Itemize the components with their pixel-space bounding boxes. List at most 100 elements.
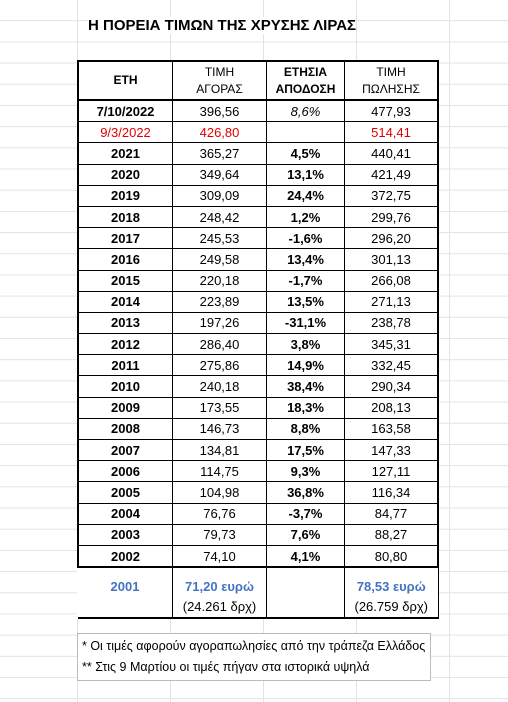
table-cell: 2018 [77,206,173,229]
table-cell: 2003 [77,524,173,546]
table-cell: 147,33 [344,439,439,462]
table-cell: 79,73 [172,524,267,546]
table-cell: 18,3% [266,397,345,419]
table-row: 2020 349,64 13,1% 421,49 [77,164,439,186]
title: Η ΠΟΡΕΙΑ ΤΙΜΩΝ ΤΗΣ ΧΡΥΣΗΣ ΛΙΡΑΣ [88,17,357,34]
table-cell: 1,2% [266,206,345,229]
table-cell: 7,6% [266,524,345,546]
table-cell: 38,4% [266,375,345,398]
table-cell: 421,49 [344,164,439,186]
table-row: 2015 220,18 -1,7% 266,08 [77,270,439,292]
table-cell: (24.261 δρχ) [172,596,267,619]
table-cell: 208,13 [344,397,439,419]
header-text: ΠΩΛΗΣΗΣ [362,81,420,96]
table-row: 2019 309,09 24,4% 372,75 [77,185,439,207]
table-cell: 4,1% [266,545,345,568]
header-text: ΑΓΟΡΑΣ [196,81,243,96]
table-cell: 396,56 [172,100,267,123]
table-cell: 514,41 [344,121,439,144]
table-cell: 78,53 ευρώ [344,576,439,597]
table-row: 2018 248,42 1,2% 299,76 [77,206,439,229]
table-cell: 2008 [77,418,173,441]
table-cell: 299,76 [344,206,439,229]
table-cell: 477,93 [344,100,439,123]
table-cell [78,596,173,619]
table-cell [266,121,345,144]
table-cell: -31,1% [266,312,345,335]
table-cell: 365,27 [172,142,267,165]
table-cell: 74,10 [172,545,267,568]
table-cell: 2002 [77,545,173,568]
table-cell: 301,13 [344,248,439,271]
table-cell: 2021 [77,142,173,165]
header-text: ΤΙΜΗ [204,64,235,79]
table-row: 2003 79,73 7,6% 88,27 [77,524,439,546]
table-cell: 8,6% [266,100,345,123]
table-cell: 2014 [77,291,173,313]
table-cell: 249,58 [172,248,267,271]
table-cell: 2010 [77,375,173,398]
table-cell: 13,4% [266,248,345,271]
table-cell: 290,34 [344,375,439,398]
table-cell: 17,5% [266,439,345,462]
table-cell: 163,58 [344,418,439,441]
table-cell: 71,20 ευρώ [172,576,267,597]
spacer-cell [78,566,173,577]
table-cell: 2006 [77,460,173,483]
table-cell [267,576,345,596]
table-cell: -1,6% [266,227,345,250]
table-row: 2011 275,86 14,9% 332,45 [77,354,439,377]
table-cell: 426,80 [172,121,267,144]
table-cell: 2019 [77,185,173,207]
table-cell: 220,18 [172,270,267,292]
table-cell: 116,34 [344,481,439,504]
table-cell: 173,55 [172,397,267,419]
table-cell: 2009 [77,397,173,419]
spacer-row [78,566,439,577]
table-row: 2009 173,55 18,3% 208,13 [77,397,439,419]
table-cell: 3,8% [266,333,345,356]
table-row: 2021 365,27 4,5% 440,41 [77,142,439,165]
header-cell: ΤΙΜΗ ΠΩΛΗΣΗΣ [344,60,439,101]
table-cell: 7/10/2022 [77,100,173,123]
table-cell: 332,45 [344,354,439,377]
table-row: 2007 134,81 17,5% 147,33 [77,439,439,462]
table-cell: 14,9% [266,354,345,377]
header-text: ΑΠΟΔΟΣΗ [275,81,336,96]
table-cell: 309,09 [172,185,267,207]
table-cell: 127,11 [344,460,439,483]
table-cell [266,596,345,619]
table-row: 2016 249,58 13,4% 301,13 [77,248,439,271]
table-row: 2005 104,98 36,8% 116,34 [77,481,439,504]
header-cell: ΤΙΜΗ ΑΓΟΡΑΣ [172,60,267,101]
table-row: 7/10/2022 396,56 8,6% 477,93 [77,100,439,123]
price-table: ΕΤΗ ΤΙΜΗ ΑΓΟΡΑΣ ΕΤΗΣΙΑ ΑΠΟΔΟΣΗ ΤΙΜΗ ΠΩΛΗΣΗΣ 7/1… [77,60,439,619]
table-cell: 9,3% [266,460,345,483]
header-cell: ΕΤΗ [77,60,173,101]
header-row: ΕΤΗ ΤΙΜΗ ΑΓΟΡΑΣ ΕΤΗΣΙΑ ΑΠΟΔΟΣΗ ΤΙΜΗ ΠΩΛΗΣΗΣ [77,60,439,101]
table-cell: 2001 [110,578,140,594]
header-text: ΕΤΗ [113,73,138,87]
table-cell: 296,20 [344,227,439,250]
table-cell: 2004 [77,503,173,525]
table-cell: 9/3/2022 [77,121,173,144]
table-cell: 275,86 [172,354,267,377]
table-cell: 345,31 [344,333,439,356]
table-cell: 2016 [77,248,173,271]
table-cell: 2013 [77,312,173,335]
table-cell: 245,53 [172,227,267,250]
table-cell: -1,7% [266,270,345,292]
table-cell: 248,42 [172,206,267,229]
table-cell: 238,78 [344,312,439,335]
table-cell: (26.759 δρχ) [344,596,439,619]
table-cell: 271,13 [344,291,439,313]
table-row: 2002 74,10 4,1% 80,80 [77,545,439,568]
table-cell: 13,5% [266,291,345,313]
table-cell: 197,26 [172,312,267,335]
table-cell: 2020 [77,164,173,186]
table-cell: 84,77 [344,503,439,525]
table-cell: 240,18 [172,375,267,398]
table-row: 2014 223,89 13,5% 271,13 [77,291,439,313]
note: * Οι τιμές αφορούν αγοραπωλησίες από την… [82,639,426,653]
